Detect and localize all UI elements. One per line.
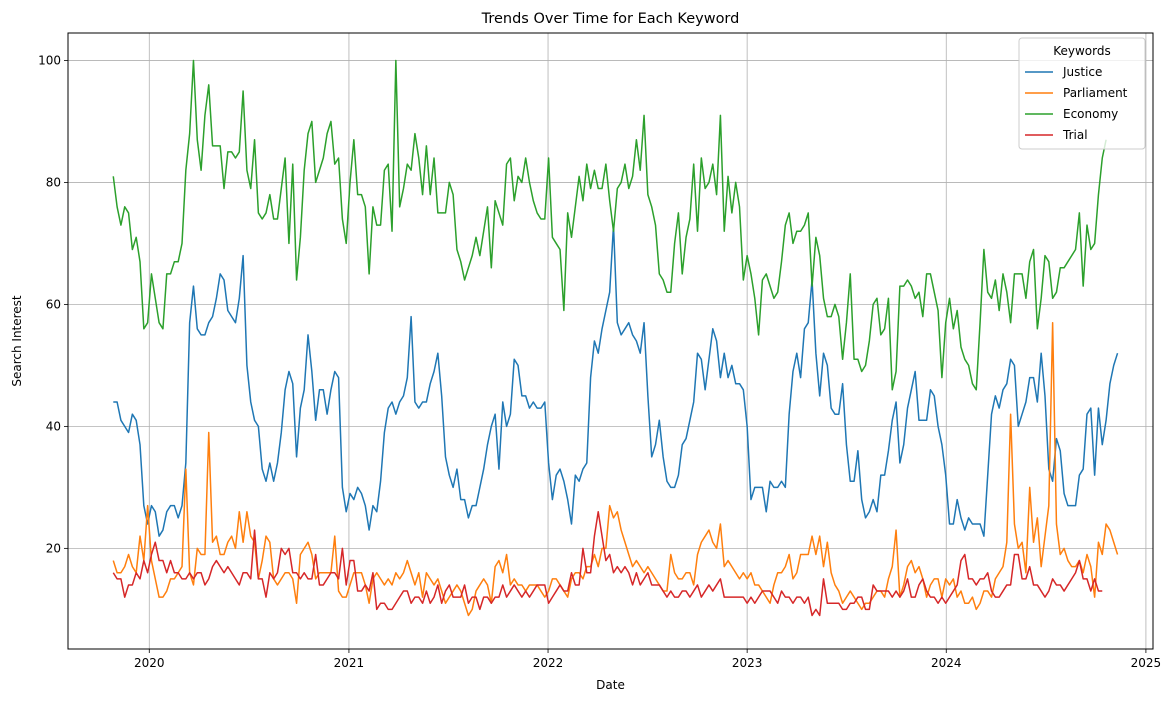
legend-label-parliament: Parliament: [1063, 86, 1128, 100]
legend-label-trial: Trial: [1062, 128, 1088, 142]
x-tick-label: 2020: [134, 656, 165, 670]
x-tick-label: 2022: [533, 656, 564, 670]
y-tick-label: 100: [38, 53, 61, 67]
y-tick-label: 60: [46, 297, 61, 311]
plot-area-frame: [67, 32, 1154, 650]
series-line-economy: [112, 59, 1107, 391]
x-axis-ticks: 2020 2021 2022 2023 2024 2025: [134, 649, 1161, 670]
y-tick-label: 80: [46, 175, 61, 189]
legend-title: Keywords: [1053, 44, 1111, 58]
series-lines: [112, 59, 1119, 617]
x-tick-label: 2023: [732, 656, 763, 670]
x-axis-label: Date: [596, 678, 625, 692]
y-tick-label: 20: [46, 541, 61, 555]
legend-box: [1018, 37, 1146, 150]
y-axis-ticks: 20 40 60 80 100: [38, 53, 68, 555]
legend-label-justice: Justice: [1062, 65, 1102, 79]
series-line-justice: [113, 224, 1119, 537]
chart-title: Trends Over Time for Each Keyword: [481, 11, 740, 27]
y-tick-label: 40: [46, 419, 61, 433]
legend-label-economy: Economy: [1063, 107, 1118, 121]
series-line-trial: [112, 511, 1103, 617]
y-axis-label: Search Interest: [10, 295, 24, 387]
x-tick-label: 2021: [334, 656, 365, 670]
x-tick-label: 2025: [1131, 656, 1162, 670]
x-tick-label: 2024: [931, 656, 962, 670]
grid: [68, 33, 1153, 649]
series-line-parliament: [112, 321, 1119, 617]
legend: Keywords Justice Parliament Economy Trial: [1018, 37, 1146, 150]
